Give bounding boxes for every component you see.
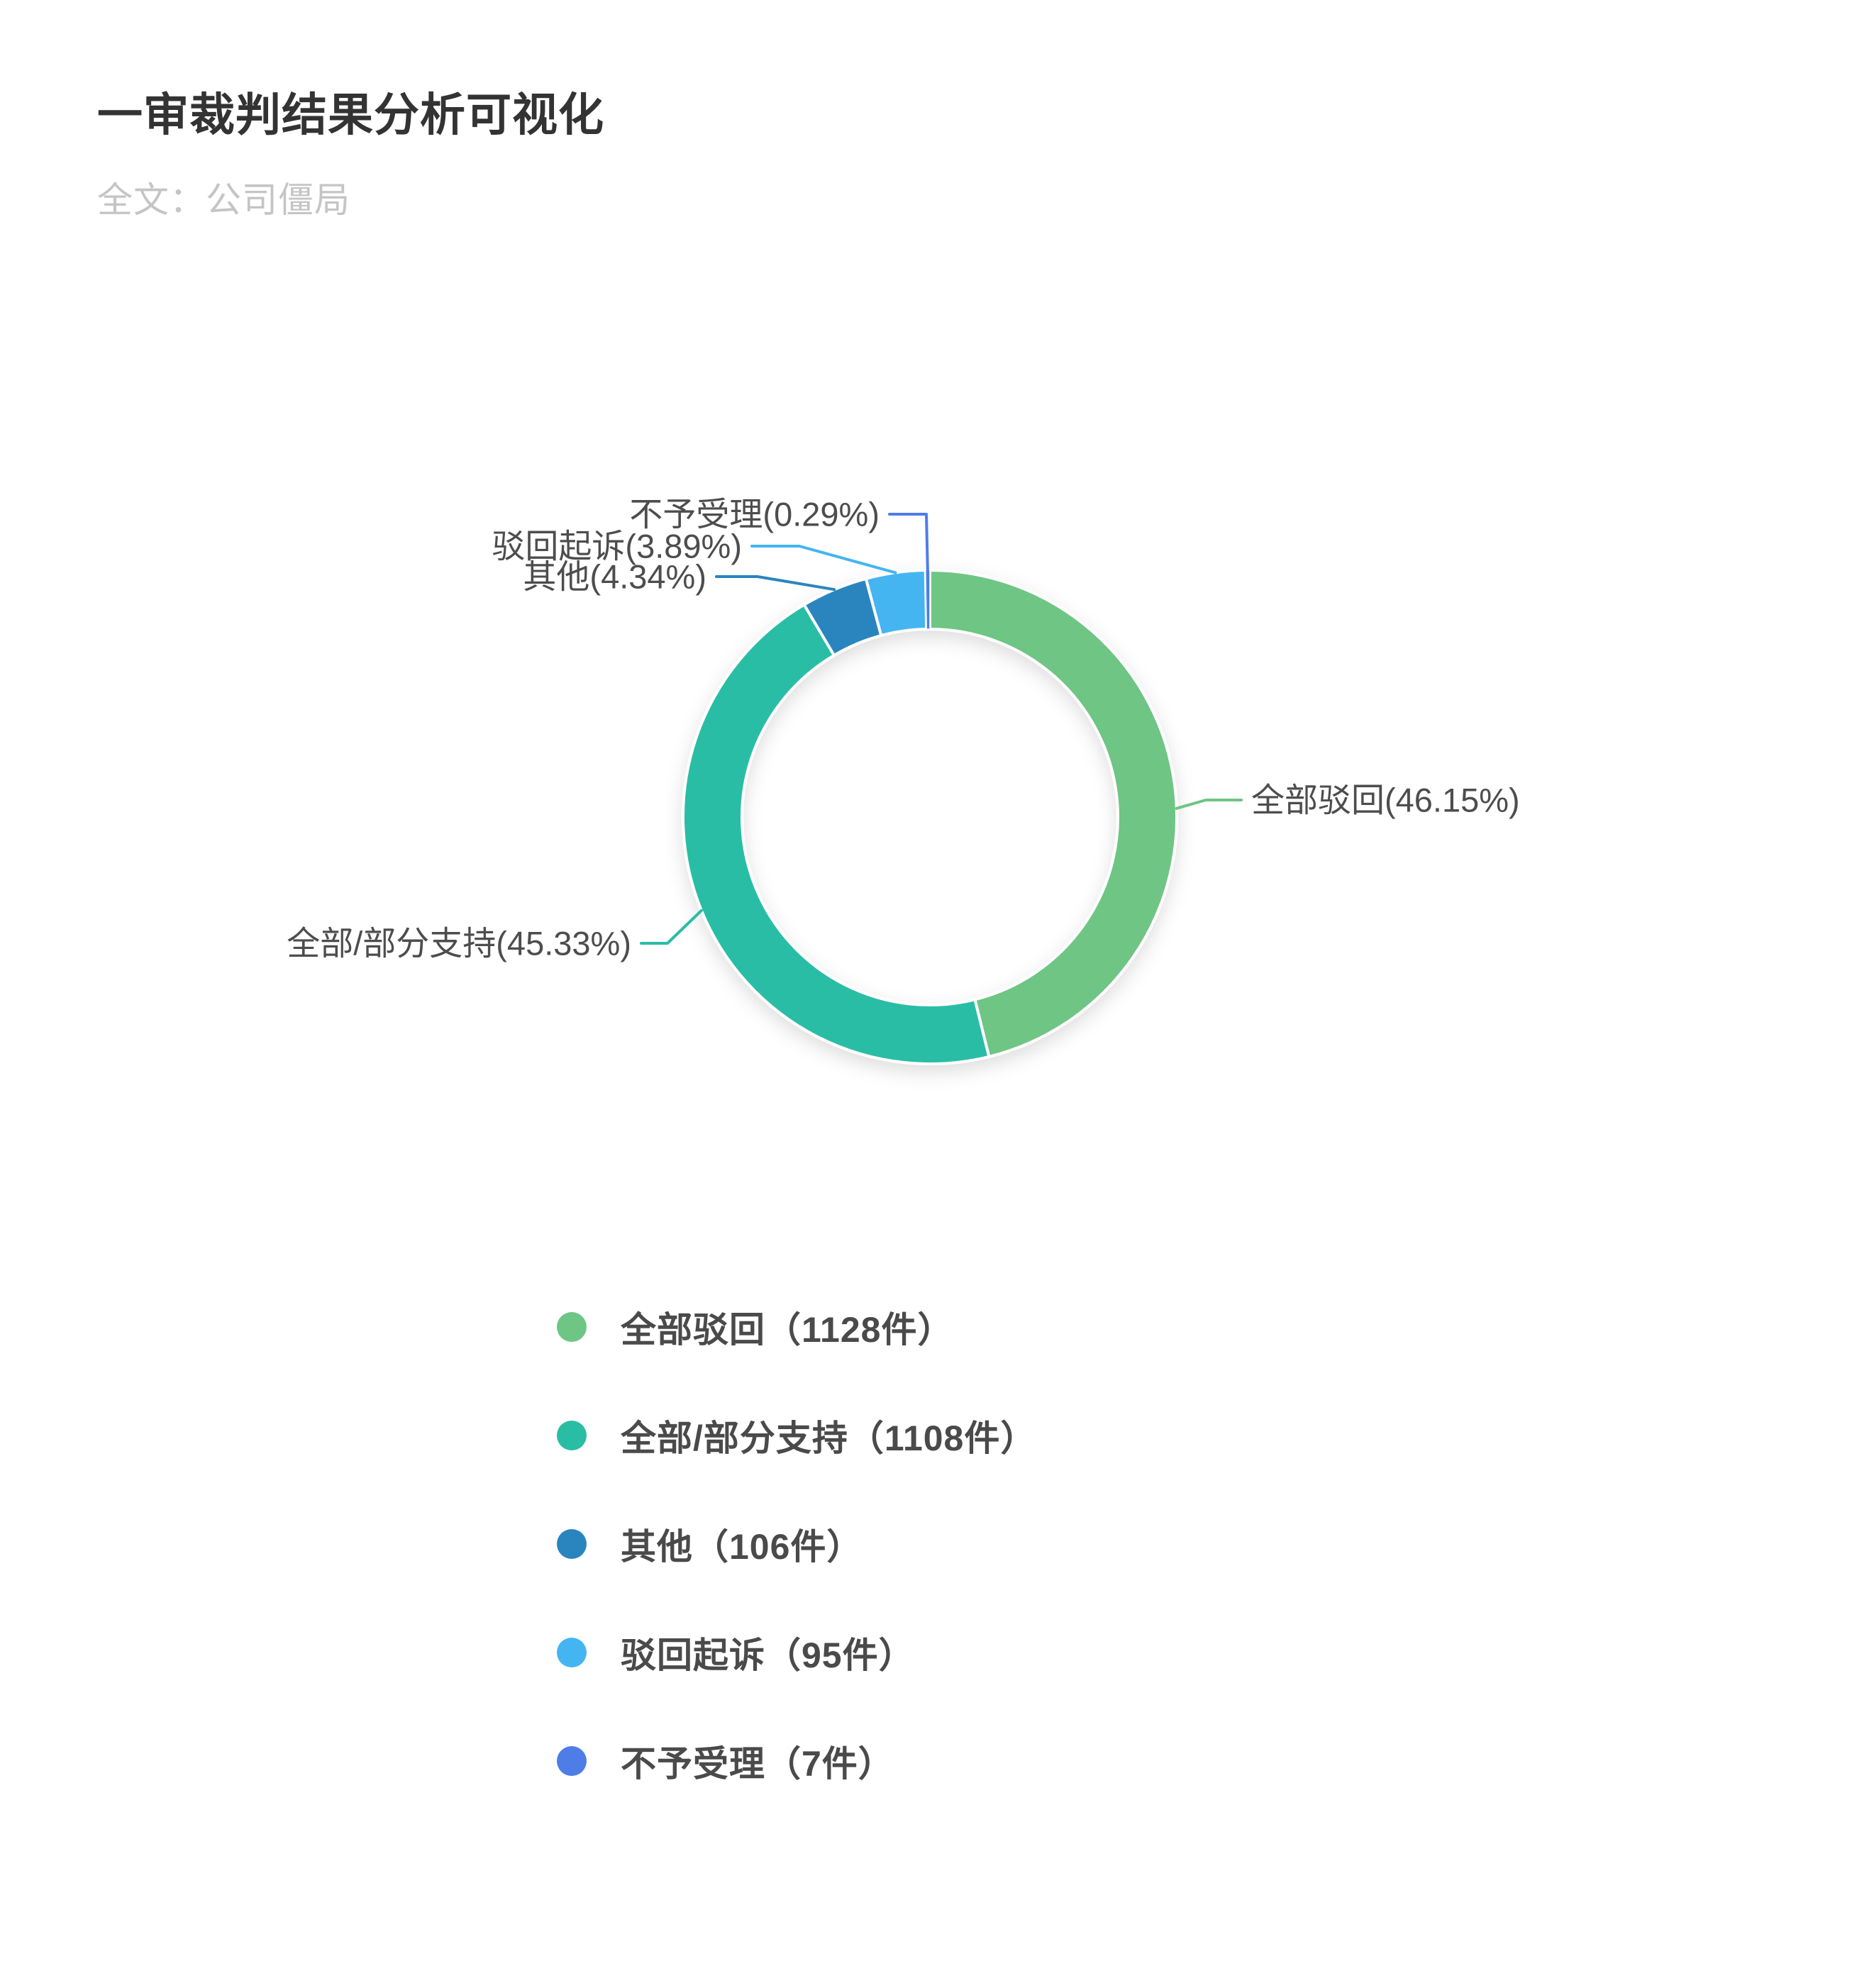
slice-callout-label-3: 驳回起诉(3.89%) [492, 528, 742, 565]
legend-dot-icon [557, 1529, 587, 1559]
slice-callout-label-1: 全部/部分支持(45.33%) [287, 925, 631, 962]
page-subtitle: 全文：公司僵局 [97, 180, 350, 220]
slice-callout-label-0: 全部驳回(46.15%) [1251, 782, 1520, 819]
legend-dot-icon [557, 1312, 587, 1342]
legend-dot-icon [557, 1421, 587, 1450]
slice-callout-line-3 [750, 545, 897, 574]
slice-callout-line-2 [715, 575, 836, 592]
legend-item-3[interactable]: 驳回起诉（95件） [557, 1630, 915, 1675]
legend-item-label: 全部/部分支持（1108件） [621, 1418, 1037, 1458]
legend-item-2[interactable]: 其他（106件） [557, 1521, 863, 1567]
pie-slice-1[interactable] [682, 602, 991, 1065]
slice-callout-line-0 [1175, 799, 1243, 810]
legend-item-1[interactable]: 全部/部分支持（1108件） [557, 1413, 1036, 1458]
pie-slice-4[interactable] [924, 570, 931, 630]
slice-callout-label-4: 不予受理(0.29%) [629, 496, 880, 533]
slice-callout-line-4 [888, 513, 929, 572]
page-title: 一审裁判结果分析可视化 [97, 89, 604, 140]
legend-dot-icon [557, 1746, 587, 1776]
legend-item-label: 不予受理（7件） [621, 1744, 894, 1784]
legend-item-4[interactable]: 不予受理（7件） [557, 1738, 894, 1784]
pie-slice-0[interactable] [928, 568, 1178, 1059]
legend-item-label: 驳回起诉（95件） [621, 1636, 915, 1675]
legend-item-0[interactable]: 全部驳回（1128件） [557, 1304, 953, 1350]
slice-callout-line-1 [640, 909, 703, 945]
legend-item-label: 全部驳回（1128件） [621, 1310, 954, 1350]
slice-callout-label-2: 其他(4.34%) [523, 558, 706, 596]
legend-dot-icon [557, 1638, 587, 1667]
legend-item-label: 其他（106件） [621, 1527, 863, 1567]
